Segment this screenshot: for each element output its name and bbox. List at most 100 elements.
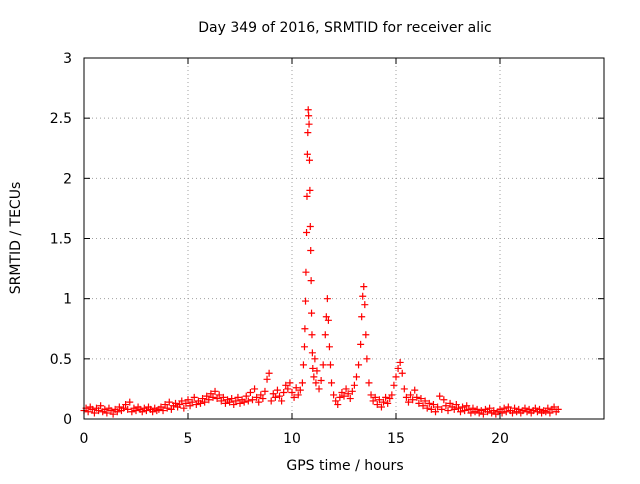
data-point: [425, 399, 433, 407]
data-point: [325, 343, 333, 351]
data-point: [429, 401, 437, 409]
data-point: [357, 340, 365, 348]
data-point: [396, 358, 404, 366]
data-point: [373, 401, 381, 409]
data-point: [336, 393, 344, 401]
data-point: [88, 405, 96, 413]
data-point: [400, 385, 408, 393]
data-point: [267, 397, 275, 405]
data-point: [377, 403, 385, 411]
data-point: [186, 402, 194, 410]
data-point: [176, 401, 184, 409]
data-point: [388, 391, 396, 399]
data-point: [332, 397, 340, 405]
data-point: [360, 283, 368, 291]
data-point: [103, 409, 111, 417]
chart-title: Day 349 of 2016, SRMTID for receiver ali…: [198, 20, 491, 36]
y-tick-label: 2: [63, 171, 72, 187]
data-point: [467, 409, 475, 417]
data-point: [346, 395, 354, 403]
data-point: [415, 399, 423, 407]
data-point: [436, 392, 444, 400]
data-point: [490, 407, 498, 415]
data-point: [386, 395, 394, 403]
data-point: [384, 399, 392, 407]
data-point: [142, 407, 150, 415]
data-point: [215, 391, 223, 399]
data-point: [184, 396, 192, 404]
data-point: [304, 129, 312, 137]
data-point: [178, 397, 186, 405]
data-point: [165, 398, 173, 406]
data-point: [124, 405, 132, 413]
data-point: [292, 384, 300, 392]
data-point: [369, 397, 377, 405]
data-point: [296, 386, 304, 394]
data-point: [213, 395, 221, 403]
data-point: [446, 399, 454, 407]
data-point: [427, 405, 435, 413]
data-point: [263, 375, 271, 383]
data-point: [284, 385, 292, 393]
data-point: [358, 313, 366, 321]
data-point: [525, 405, 533, 413]
data-point: [303, 228, 311, 236]
data-point: [407, 391, 415, 399]
data-point: [438, 405, 446, 413]
data-point: [255, 398, 263, 406]
data-point: [132, 407, 140, 415]
data-point: [188, 398, 196, 406]
data-point: [84, 408, 92, 416]
data-point: [228, 395, 236, 403]
axis-ticks: 0 5 10 15 20 0 0.5 1 1.5 2 2.5 3: [50, 51, 604, 447]
data-point: [163, 404, 171, 412]
data-point: [496, 405, 504, 413]
grid-lines: [84, 58, 604, 419]
data-point: [402, 393, 410, 401]
data-point: [244, 397, 252, 405]
data-point: [342, 385, 350, 393]
data-point: [521, 404, 529, 412]
data-point: [473, 405, 481, 413]
data-point: [546, 409, 554, 417]
data-point: [306, 222, 314, 230]
x-axis-label: GPS time / hours: [286, 458, 403, 474]
data-point: [302, 297, 310, 305]
data-point: [128, 408, 136, 416]
data-point: [544, 404, 552, 412]
data-point: [246, 389, 254, 397]
data-point: [294, 391, 302, 399]
x-tick-label: 15: [387, 431, 405, 447]
data-point: [305, 120, 313, 128]
data-point: [338, 389, 346, 397]
data-point: [298, 379, 306, 387]
data-point: [113, 408, 121, 416]
data-point: [120, 404, 128, 412]
data-point: [109, 410, 117, 418]
data-point: [280, 389, 288, 397]
data-point: [196, 399, 204, 407]
data-point: [350, 381, 358, 389]
data-point: [500, 404, 508, 412]
y-tick-label: 2.5: [50, 111, 72, 127]
data-point: [324, 316, 332, 324]
data-point: [273, 386, 281, 394]
data-point: [498, 409, 506, 417]
data-point: [211, 387, 219, 395]
data-point: [288, 389, 296, 397]
data-point: [286, 379, 294, 387]
data-point: [309, 364, 317, 372]
data-point: [502, 408, 510, 416]
data-point: [321, 331, 329, 339]
data-point: [355, 361, 363, 369]
y-axis-label: SRMTID / TECUs: [8, 182, 24, 295]
data-point: [554, 405, 562, 413]
data-point: [461, 407, 469, 415]
data-point: [248, 396, 256, 404]
data-point: [230, 401, 238, 409]
data-point: [301, 325, 309, 333]
data-point: [308, 309, 316, 317]
data-point: [334, 401, 342, 409]
data-point: [282, 381, 290, 389]
